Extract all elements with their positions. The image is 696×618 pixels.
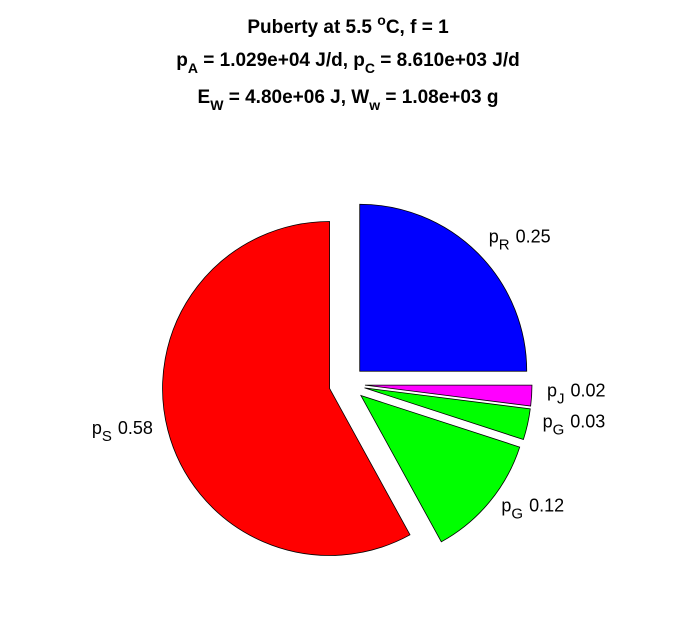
title-segment: Puberty at 5.5 <box>247 17 377 38</box>
label-value: 0.58 <box>118 418 153 438</box>
label-value: 0.12 <box>529 496 564 516</box>
label-category: G <box>553 422 565 439</box>
title-segment: o <box>377 12 386 28</box>
title-segment: E <box>198 87 211 108</box>
chart-title: pA = 1.029e+04 J/d, pC = 8.610e+03 J/d <box>176 50 519 76</box>
pie-slice <box>364 387 531 441</box>
label-value: 0.02 <box>571 381 606 401</box>
label-prefix: p <box>489 226 499 246</box>
chart-title: Puberty at 5.5 oC, f = 1 <box>247 12 449 38</box>
title-segment: w <box>368 97 380 113</box>
title-segment: A <box>188 60 198 76</box>
title-segment: C, f = 1 <box>386 17 449 38</box>
title-segment: W <box>210 97 224 113</box>
label-category: G <box>511 506 523 523</box>
slice-label: pG 0.03 <box>543 412 606 439</box>
label-prefix: p <box>501 496 511 516</box>
chart-title: EW = 4.80e+06 J, Ww = 1.08e+03 g <box>198 87 499 113</box>
pie-slice <box>359 203 528 372</box>
label-category: J <box>557 391 565 408</box>
title-segment: = 1.08e+03 g <box>380 87 498 108</box>
label-category: S <box>102 428 112 445</box>
label-prefix: p <box>547 381 557 401</box>
title-segment: p <box>176 50 188 71</box>
title-segment: C <box>365 60 375 76</box>
label-prefix: p <box>543 412 553 432</box>
label-value: 0.03 <box>570 412 605 432</box>
slice-label: pJ 0.02 <box>547 381 606 408</box>
pie-slice <box>360 394 521 543</box>
title-segment: = 8.610e+03 J/d <box>375 50 520 71</box>
slice-label: pG 0.12 <box>501 496 564 523</box>
label-value: 0.25 <box>516 226 551 246</box>
slice-label: pS 0.58 <box>92 418 153 445</box>
slice-label: pR 0.25 <box>489 226 551 253</box>
pie-slice <box>162 221 411 556</box>
pie-slice <box>364 384 533 407</box>
label-category: R <box>499 236 510 253</box>
title-segment: = 4.80e+06 J, W <box>223 87 369 108</box>
title-segment: = 1.029e+04 J/d, p <box>198 50 365 71</box>
label-prefix: p <box>92 418 102 438</box>
